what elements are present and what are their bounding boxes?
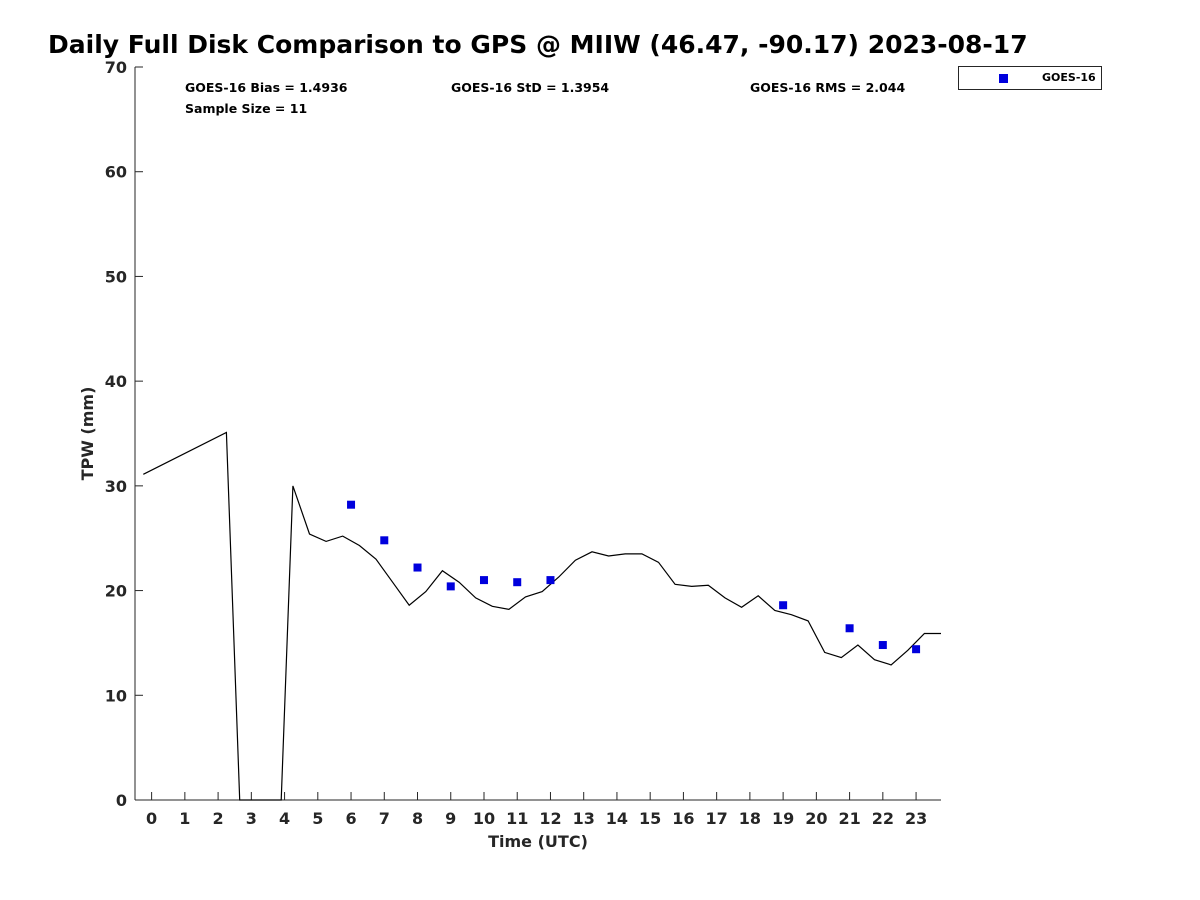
goes16-marker [347,500,356,509]
x-tick-label: 14 [606,809,628,828]
goes16-scatter-series [347,500,921,654]
x-tick-label: 6 [345,809,356,828]
x-tick-label: 15 [639,809,661,828]
x-tick-label: 0 [146,809,157,828]
y-tick-label: 20 [105,582,127,601]
legend: GOES-16 [958,66,1102,90]
legend-marker [999,74,1008,83]
x-tick-label: 21 [838,809,860,828]
gps-tpw-line [143,431,941,801]
legend-label: GOES-16 [1042,71,1096,84]
x-tick-label: 22 [872,809,894,828]
x-tick-label: 3 [246,809,257,828]
chart-title: Daily Full Disk Comparison to GPS @ MIIW… [48,30,1028,59]
goes16-marker [878,641,887,650]
x-tick-label: 10 [473,809,495,828]
x-tick-label: 12 [539,809,561,828]
stat-bias: GOES-16 Bias = 1.4936 [185,80,348,95]
goes16-marker [479,576,488,585]
x-tick-label: 1 [179,809,190,828]
x-tick-label: 7 [379,809,390,828]
x-tick-label: 2 [213,809,224,828]
y-tick-label: 10 [105,686,127,705]
y-tick-label: 70 [105,58,127,77]
x-tick-label: 8 [412,809,423,828]
x-tick-label: 13 [573,809,595,828]
stats-annotations: GOES-16 Bias = 1.4936 GOES-16 StD = 1.39… [185,80,905,116]
x-tick-label: 23 [905,809,927,828]
x-tick-label: 17 [706,809,728,828]
x-axis-label: Time (UTC) [488,832,588,851]
y-tick-label: 0 [116,791,127,810]
legend-box [958,66,1102,90]
x-tick-label: 9 [445,809,456,828]
x-tick-label: 4 [279,809,290,828]
stat-sample-size: Sample Size = 11 [185,101,307,116]
x-tick-label: 19 [772,809,794,828]
x-tick-label: 20 [805,809,827,828]
goes16-marker [513,578,522,587]
x-tick-label: 11 [506,809,528,828]
x-tick-label: 18 [739,809,761,828]
y-tick-label: 60 [105,163,127,182]
y-axis-label: TPW (mm) [78,387,97,481]
goes16-marker [446,582,455,591]
y-tick-label: 50 [105,267,127,286]
x-tick-label: 16 [672,809,694,828]
gps-line-series [143,431,941,801]
goes16-marker [912,645,921,654]
stat-rms: GOES-16 RMS = 2.044 [750,80,905,95]
y-tick-label: 40 [105,372,127,391]
stat-std: GOES-16 StD = 1.3954 [451,80,609,95]
goes16-marker [779,601,788,610]
goes16-marker [380,536,389,545]
goes16-marker [546,576,555,585]
goes16-marker [845,624,854,633]
y-tick-label: 30 [105,477,127,496]
x-tick-label: 5 [312,809,323,828]
goes16-marker [413,563,422,572]
